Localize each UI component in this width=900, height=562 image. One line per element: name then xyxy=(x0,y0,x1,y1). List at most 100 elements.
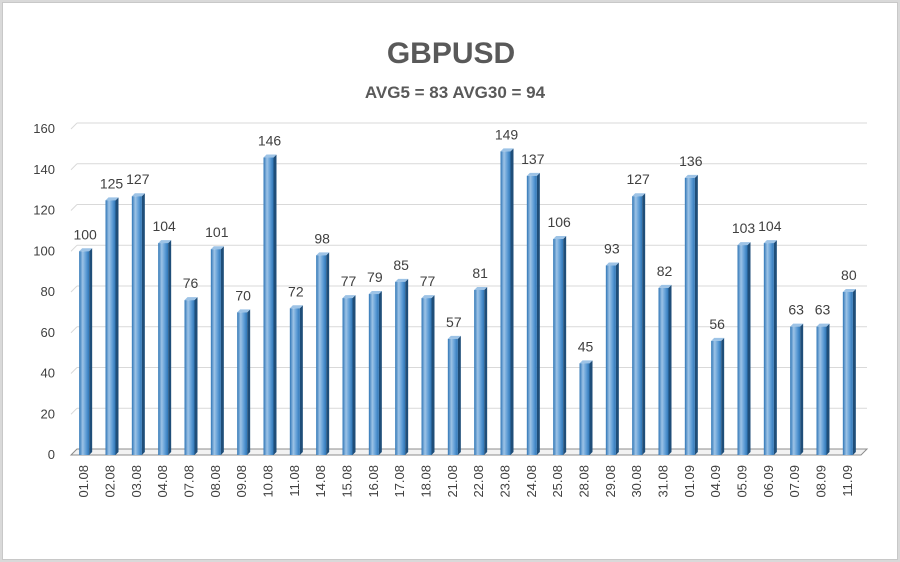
data-label: 104 xyxy=(152,218,176,234)
bar-side xyxy=(220,246,224,455)
bar-side xyxy=(800,323,804,455)
bar-top xyxy=(579,360,593,364)
bar-front xyxy=(79,251,90,455)
x-tick-label: 11.08 xyxy=(287,465,302,497)
bar-top xyxy=(79,248,93,252)
bar xyxy=(579,360,593,455)
x-tick-label: 04.09 xyxy=(708,465,723,498)
bar-front xyxy=(605,265,616,455)
bar-side xyxy=(352,295,356,455)
bar-top xyxy=(289,305,303,309)
y-axis-ticks: 0 20 40 60 80 100 120 140 160 xyxy=(33,121,55,462)
x-tick-label: 22.08 xyxy=(471,465,486,498)
bar-top xyxy=(632,193,646,197)
x-tick-label: 29.08 xyxy=(603,465,618,498)
bar-front xyxy=(395,281,406,455)
x-tick-label: 08.08 xyxy=(208,465,223,498)
bar-top xyxy=(553,236,567,240)
y-tick-label: 160 xyxy=(33,121,55,136)
x-tick-label: 09.08 xyxy=(234,465,249,498)
bar-front xyxy=(816,326,827,455)
bar-front xyxy=(105,200,116,455)
bar-top xyxy=(500,148,514,152)
bar-side xyxy=(299,305,303,455)
bar-top xyxy=(658,284,672,288)
x-tick-label: 25.08 xyxy=(550,465,565,498)
bar xyxy=(632,193,646,456)
bar xyxy=(105,197,119,455)
bar xyxy=(263,154,277,455)
x-tick-label: 16.08 xyxy=(366,465,381,498)
bar xyxy=(395,278,409,455)
data-label: 77 xyxy=(341,273,357,289)
bar xyxy=(79,248,93,455)
bar-front xyxy=(184,300,195,455)
bar-side xyxy=(773,240,777,455)
bar-top xyxy=(184,297,198,301)
data-label: 76 xyxy=(183,275,199,291)
bar-front xyxy=(763,243,774,455)
bar-side xyxy=(536,172,540,456)
bar xyxy=(737,242,751,455)
bar-top xyxy=(526,172,540,176)
x-tick-label: 30.08 xyxy=(629,465,644,498)
bar-top xyxy=(105,197,119,201)
bar xyxy=(316,252,330,455)
data-label: 79 xyxy=(367,269,383,285)
bar-top xyxy=(395,278,409,282)
bar xyxy=(763,240,777,455)
chart-title: GBPUSD xyxy=(387,37,515,70)
bar-top xyxy=(263,154,277,158)
x-tick-label: 03.08 xyxy=(129,465,144,498)
x-tick-label: 04.08 xyxy=(155,465,170,498)
bar-top xyxy=(790,323,804,327)
bar-top xyxy=(474,286,488,290)
bar xyxy=(289,305,303,455)
bar-top xyxy=(711,337,725,341)
x-tick-label: 23.08 xyxy=(498,465,513,498)
bar-side xyxy=(273,154,277,455)
bar xyxy=(237,309,251,455)
bar-side xyxy=(852,289,856,455)
bar-side xyxy=(378,291,382,455)
data-label: 104 xyxy=(758,218,782,234)
data-label: 149 xyxy=(495,126,519,142)
y-tick-label: 0 xyxy=(48,447,55,462)
bar-top xyxy=(368,291,382,295)
bar-front xyxy=(131,196,142,456)
data-label: 85 xyxy=(393,257,409,273)
bar-top xyxy=(816,323,830,327)
bar-top xyxy=(605,262,619,266)
x-axis-ticks: 01.08 02.08 03.08 04.08 07.08 08.08 09.08 10.08… xyxy=(76,465,855,498)
gridline-depth xyxy=(70,122,78,130)
gridline-depth xyxy=(70,367,78,374)
bar-front xyxy=(737,245,748,455)
bar-front xyxy=(447,338,458,455)
gridline-depth xyxy=(70,204,78,211)
bar-front xyxy=(289,308,300,455)
x-tick-label: 10.08 xyxy=(261,465,276,498)
bar-side xyxy=(484,286,488,455)
y-tick-label: 100 xyxy=(33,243,55,258)
x-tick-label: 15.08 xyxy=(340,465,355,498)
x-tick-label: 24.08 xyxy=(524,465,539,498)
gridline-depth xyxy=(70,244,78,252)
bar-front xyxy=(579,363,590,455)
bar xyxy=(553,236,567,455)
bar-side xyxy=(589,360,593,455)
data-label: 57 xyxy=(446,314,462,330)
bar-front xyxy=(263,157,274,455)
bar-side xyxy=(642,193,646,456)
bar-front xyxy=(632,196,643,456)
bar-top xyxy=(421,295,435,299)
bar-top xyxy=(342,295,356,299)
gridlines xyxy=(69,122,869,456)
bar-top xyxy=(316,252,330,256)
data-label: 103 xyxy=(732,220,756,236)
x-tick-label: 07.09 xyxy=(787,465,802,498)
data-label: 127 xyxy=(126,171,150,187)
bar-side xyxy=(326,252,330,455)
bar-front xyxy=(210,249,221,455)
